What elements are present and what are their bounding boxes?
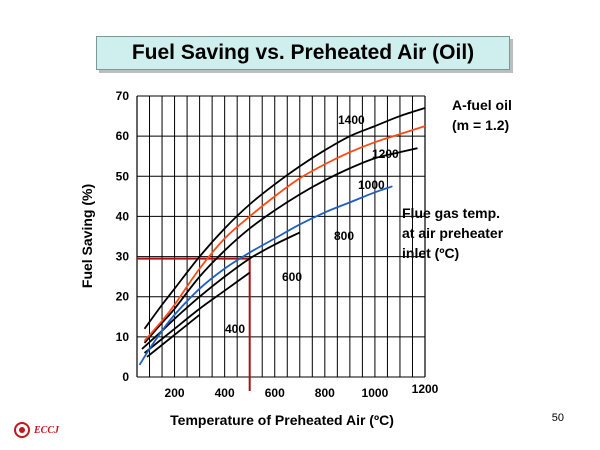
fuel-m-annotation: (m = 1.2): [452, 117, 509, 133]
y-tick-label: 70: [116, 89, 130, 103]
series-lines: [138, 107, 426, 366]
fuel-annotation: A-fuel oil: [452, 97, 512, 113]
series-line-800: [141, 231, 301, 350]
series-line-a-fuel-oil: [143, 125, 426, 342]
series-line-1000: [138, 185, 393, 366]
x-axis-label: Temperature of Preheated Air (ºC): [170, 412, 394, 428]
curve-label-1000: 1000: [358, 178, 385, 192]
curve-labels: 400 600 800 1000 1200 1400: [225, 113, 399, 336]
series-line-400: [146, 314, 201, 358]
curve-label-600: 600: [282, 270, 302, 284]
series-line-600: [143, 271, 251, 354]
flue-annotation-line3: inlet (ºC): [402, 245, 459, 261]
y-tick-label: 50: [116, 169, 130, 183]
curve-label-1200: 1200: [372, 147, 399, 161]
x-tick-label: 600: [265, 386, 285, 400]
x-tick-label: 1200: [412, 382, 439, 396]
series-line-1400: [143, 107, 426, 330]
curve-label-400: 400: [225, 322, 245, 336]
eccj-logo-text: ECCJ: [34, 424, 60, 436]
x-tick-label: 200: [165, 386, 185, 400]
chart-title: Fuel Saving vs. Preheated Air (Oil): [131, 41, 475, 64]
y-tick-label: 60: [116, 129, 130, 143]
y-tick-label: 0: [122, 370, 129, 384]
y-tick-label: 10: [116, 330, 130, 344]
eccj-logo-icon: [14, 422, 30, 438]
eccj-logo: ECCJ: [14, 422, 59, 438]
series-line-1200: [143, 147, 418, 344]
x-tick-label: 1000: [362, 386, 389, 400]
page-number: 50: [551, 412, 564, 424]
title-box: Fuel Saving vs. Preheated Air (Oil): [96, 36, 510, 70]
tick-labels: 0 10 20 30 40 50 60 70 200 400 600 800 1000 1200: [116, 89, 439, 400]
y-tick-label: 30: [116, 250, 130, 264]
curve-label-1400: 1400: [338, 113, 365, 127]
grid: [136, 95, 426, 378]
y-tick-label: 40: [116, 209, 130, 223]
curve-label-800: 800: [334, 229, 354, 243]
x-tick-label: 800: [315, 386, 335, 400]
x-tick-label: 400: [215, 386, 235, 400]
y-tick-label: 20: [116, 290, 130, 304]
flue-annotation-line1: Flue gas temp.: [402, 205, 500, 221]
flue-annotation-line2: at air preheater: [402, 225, 504, 241]
reference-lines: [137, 257, 251, 391]
y-axis-label: Fuel Saving (%): [79, 184, 95, 288]
